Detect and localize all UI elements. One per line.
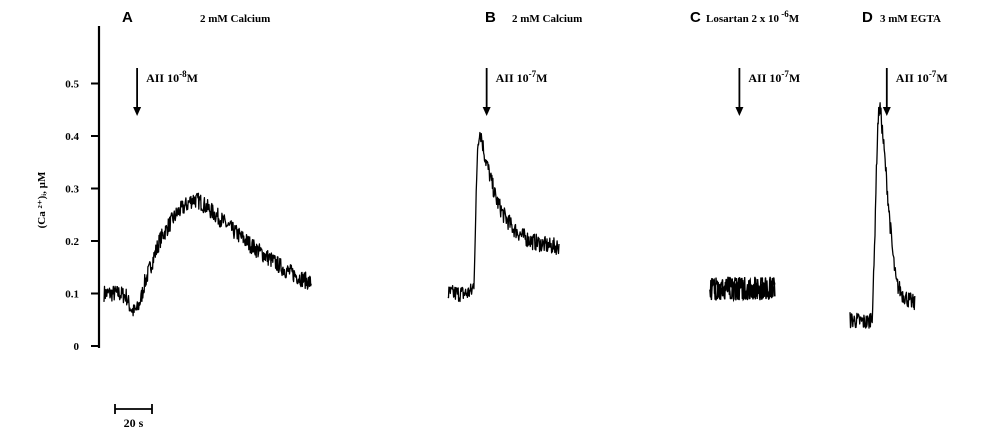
stimulus-text: AII 10 <box>146 71 179 85</box>
stimulus-unit: M <box>536 71 547 85</box>
stimulus-text: AII 10 <box>496 71 529 85</box>
condition-text: 2 mM Calcium <box>512 13 582 25</box>
condition-label: Losartan 2 x 10 -6M <box>706 9 800 25</box>
stimulus-arrow-head <box>735 107 744 116</box>
condition-label: 3 mM EGTA <box>880 13 941 25</box>
stimulus-unit: M <box>936 71 947 85</box>
stimulus-unit: M <box>789 71 800 85</box>
y-axis: 0 0.1 0.2 0.3 0.4 0.5 <box>65 26 101 353</box>
stimulus-exponent: -7 <box>781 69 789 79</box>
calcium-trace-noise <box>709 277 776 303</box>
stimulus-exponent: -7 <box>529 69 537 79</box>
stimulus-arrow-head <box>882 107 891 116</box>
y-tick-label: 0.1 <box>65 289 79 301</box>
panel-d: D 3 mM EGTA AII 10-7M <box>849 9 948 329</box>
condition-exponent: -6 <box>779 9 789 19</box>
time-scale-bar: 20 s <box>114 404 153 430</box>
panel-a: A 2 mM Calcium AII 10-8M <box>103 9 312 317</box>
condition-text: 2 mM Calcium <box>200 13 270 25</box>
condition-unit: M <box>789 13 800 25</box>
y-tick-label: 0.2 <box>65 236 79 248</box>
condition-label: 2 mM Calcium <box>512 13 582 25</box>
stimulus-exponent: -8 <box>179 69 187 79</box>
stimulus-exponent: -7 <box>929 69 937 79</box>
y-tick-label: 0.4 <box>65 131 79 143</box>
calcium-trace <box>849 102 916 329</box>
stimulus-label: AII 10-7M <box>748 69 800 85</box>
stimulus-text: AII 10 <box>748 71 781 85</box>
panel-letter: B <box>485 9 496 26</box>
y-tick-label: 0.5 <box>65 79 79 91</box>
stimulus-arrow-head <box>482 107 491 116</box>
panel-letter: C <box>690 9 701 26</box>
stimulus-arrow-head <box>133 107 142 116</box>
stimulus-label: AII 10-8M <box>146 69 198 85</box>
stimulus-label: AII 10-7M <box>496 69 548 85</box>
y-tick-label: 0 <box>74 341 80 353</box>
calcium-trace <box>447 131 560 303</box>
scale-bar-label: 20 s <box>124 416 144 430</box>
condition-label: 2 mM Calcium <box>200 13 270 25</box>
condition-text: 3 mM EGTA <box>880 13 941 25</box>
panel-letter: D <box>862 9 873 26</box>
stimulus-text: AII 10 <box>896 71 929 85</box>
stimulus-label: AII 10-7M <box>896 69 948 85</box>
panel-b: B 2 mM Calcium AII 10-7M <box>447 9 582 303</box>
panel-letter: A <box>122 9 133 26</box>
condition-text: Losartan 2 x 10 <box>706 13 780 25</box>
stimulus-unit: M <box>187 71 198 85</box>
y-tick-label: 0.3 <box>65 184 79 196</box>
calcium-trace <box>103 192 312 317</box>
y-axis-title: (Ca ²⁺)ᵢ, µM <box>36 171 48 228</box>
